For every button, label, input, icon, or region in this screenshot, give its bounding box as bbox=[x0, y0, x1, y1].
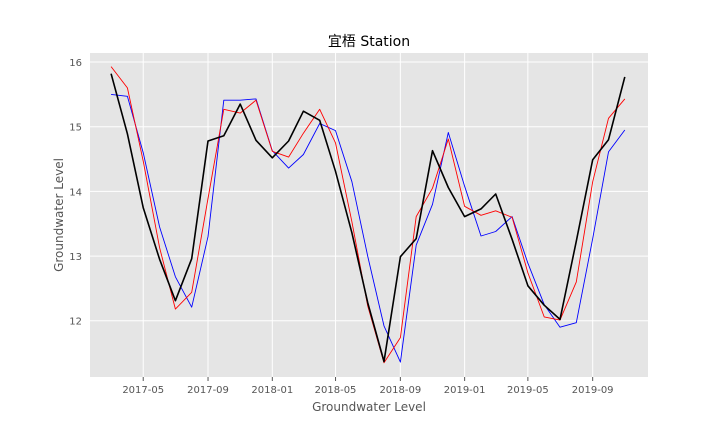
plot-area bbox=[90, 53, 648, 377]
y-axis-label: Groundwater Level bbox=[52, 158, 66, 272]
gridlines bbox=[90, 53, 648, 381]
x-tick-label: 2017-05 bbox=[122, 385, 164, 396]
x-tick-label: 2018-01 bbox=[251, 385, 293, 396]
series-lines bbox=[110, 66, 626, 364]
series-line-1 bbox=[111, 93, 626, 363]
y-tick-label: 13 bbox=[69, 252, 82, 263]
x-tick-label: 2019-01 bbox=[444, 385, 486, 396]
x-tick-label: 2018-09 bbox=[379, 385, 421, 396]
y-tick-label: 14 bbox=[69, 187, 82, 198]
chart-title: 宜梧 Station bbox=[328, 34, 410, 50]
y-tick-labels: 12 13 14 15 16 bbox=[69, 58, 82, 328]
y-tick-label: 12 bbox=[69, 317, 82, 328]
series-line-3 bbox=[110, 73, 626, 363]
x-tick-label: 2018-05 bbox=[315, 385, 357, 396]
series-line-2 bbox=[110, 66, 626, 364]
x-tick-label: 2019-05 bbox=[507, 385, 549, 396]
x-tick-label: 2019-09 bbox=[572, 385, 614, 396]
x-tick-labels: 2017-05 2017-09 2018-01 2018-05 2018-09 2019-… bbox=[122, 385, 613, 396]
x-axis-label: Groundwater Level bbox=[312, 400, 426, 414]
y-tick-label: 16 bbox=[69, 58, 82, 69]
y-tick-label: 15 bbox=[69, 123, 82, 134]
x-tick-label: 2017-09 bbox=[187, 385, 229, 396]
